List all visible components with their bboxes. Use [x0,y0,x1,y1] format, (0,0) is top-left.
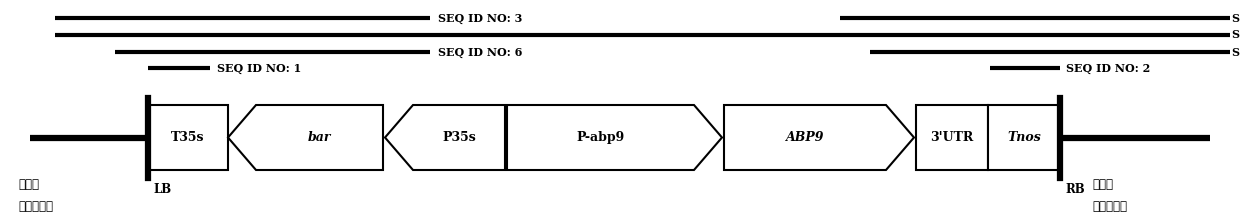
Text: 3'UTR: 3'UTR [930,131,973,144]
Text: Tnos: Tnos [1007,131,1040,144]
Bar [988,105,1060,170]
Text: RB: RB [1065,183,1085,196]
Text: ABP9: ABP9 [786,131,825,144]
Polygon shape [228,105,383,170]
Text: 右侧翼: 右侧翼 [1092,178,1114,191]
Text: SEQ ID NO: 1: SEQ ID NO: 1 [217,63,301,74]
Text: SEQ ID NO: 5: SEQ ID NO: 5 [1233,29,1240,40]
Text: 玉米基因组: 玉米基因组 [1092,200,1127,213]
Polygon shape [384,105,505,170]
Text: P35s: P35s [443,131,476,144]
Bar [148,105,228,170]
Text: LB: LB [153,183,171,196]
Text: SEQ ID NO: 3: SEQ ID NO: 3 [438,12,522,23]
Polygon shape [507,105,722,170]
Text: SEQ ID NO: 2: SEQ ID NO: 2 [1066,63,1151,74]
Text: SEQ ID NO: 6: SEQ ID NO: 6 [438,46,522,57]
Polygon shape [724,105,914,170]
Text: P-abp9: P-abp9 [577,131,625,144]
Bar [916,105,988,170]
Text: 玉米基因组: 玉米基因组 [19,200,53,213]
Text: bar: bar [308,131,331,144]
Text: T35s: T35s [171,131,205,144]
Text: SEQ ID NO: 7: SEQ ID NO: 7 [1233,46,1240,57]
Text: 左侧翼: 左侧翼 [19,178,38,191]
Text: SEQ ID NO: 4: SEQ ID NO: 4 [1233,12,1240,23]
